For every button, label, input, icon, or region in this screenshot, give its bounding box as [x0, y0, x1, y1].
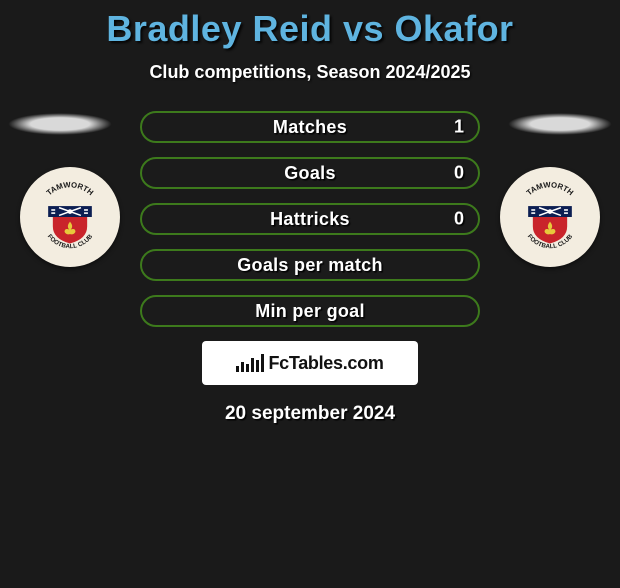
stat-label: Goals [284, 163, 336, 184]
stat-row-goals-per-match: Goals per match [140, 249, 480, 281]
club-crest-left: TAMWORTH FOOTBALL CLUB [20, 167, 120, 267]
page-title: Bradley Reid vs Okafor [0, 8, 620, 50]
stat-row-goals: Goals 0 [140, 157, 480, 189]
club-crest-right: TAMWORTH FOOTBALL CLUB [500, 167, 600, 267]
brand-text: FcTables.com [268, 353, 383, 374]
comparison-arena: TAMWORTH FOOTBALL CLUB TAMWORTH [0, 111, 620, 327]
stat-rows: Matches 1 Goals 0 Hattricks 0 Goals per … [140, 111, 480, 327]
stat-value: 0 [454, 209, 464, 230]
stat-label: Min per goal [255, 301, 365, 322]
stat-value: 1 [454, 117, 464, 138]
tamworth-crest-icon: TAMWORTH FOOTBALL CLUB [511, 178, 589, 256]
subtitle: Club competitions, Season 2024/2025 [0, 62, 620, 83]
brand-box: FcTables.com [202, 341, 418, 385]
bar-chart-icon [236, 354, 264, 372]
stat-label: Matches [273, 117, 347, 138]
player-shadow-left [8, 113, 112, 135]
tamworth-crest-icon: TAMWORTH FOOTBALL CLUB [31, 178, 109, 256]
stat-row-min-per-goal: Min per goal [140, 295, 480, 327]
stat-row-hattricks: Hattricks 0 [140, 203, 480, 235]
date-text: 20 september 2024 [0, 403, 620, 425]
stat-value: 0 [454, 163, 464, 184]
stat-row-matches: Matches 1 [140, 111, 480, 143]
stat-label: Hattricks [270, 209, 350, 230]
stat-label: Goals per match [237, 255, 383, 276]
player-shadow-right [508, 113, 612, 135]
